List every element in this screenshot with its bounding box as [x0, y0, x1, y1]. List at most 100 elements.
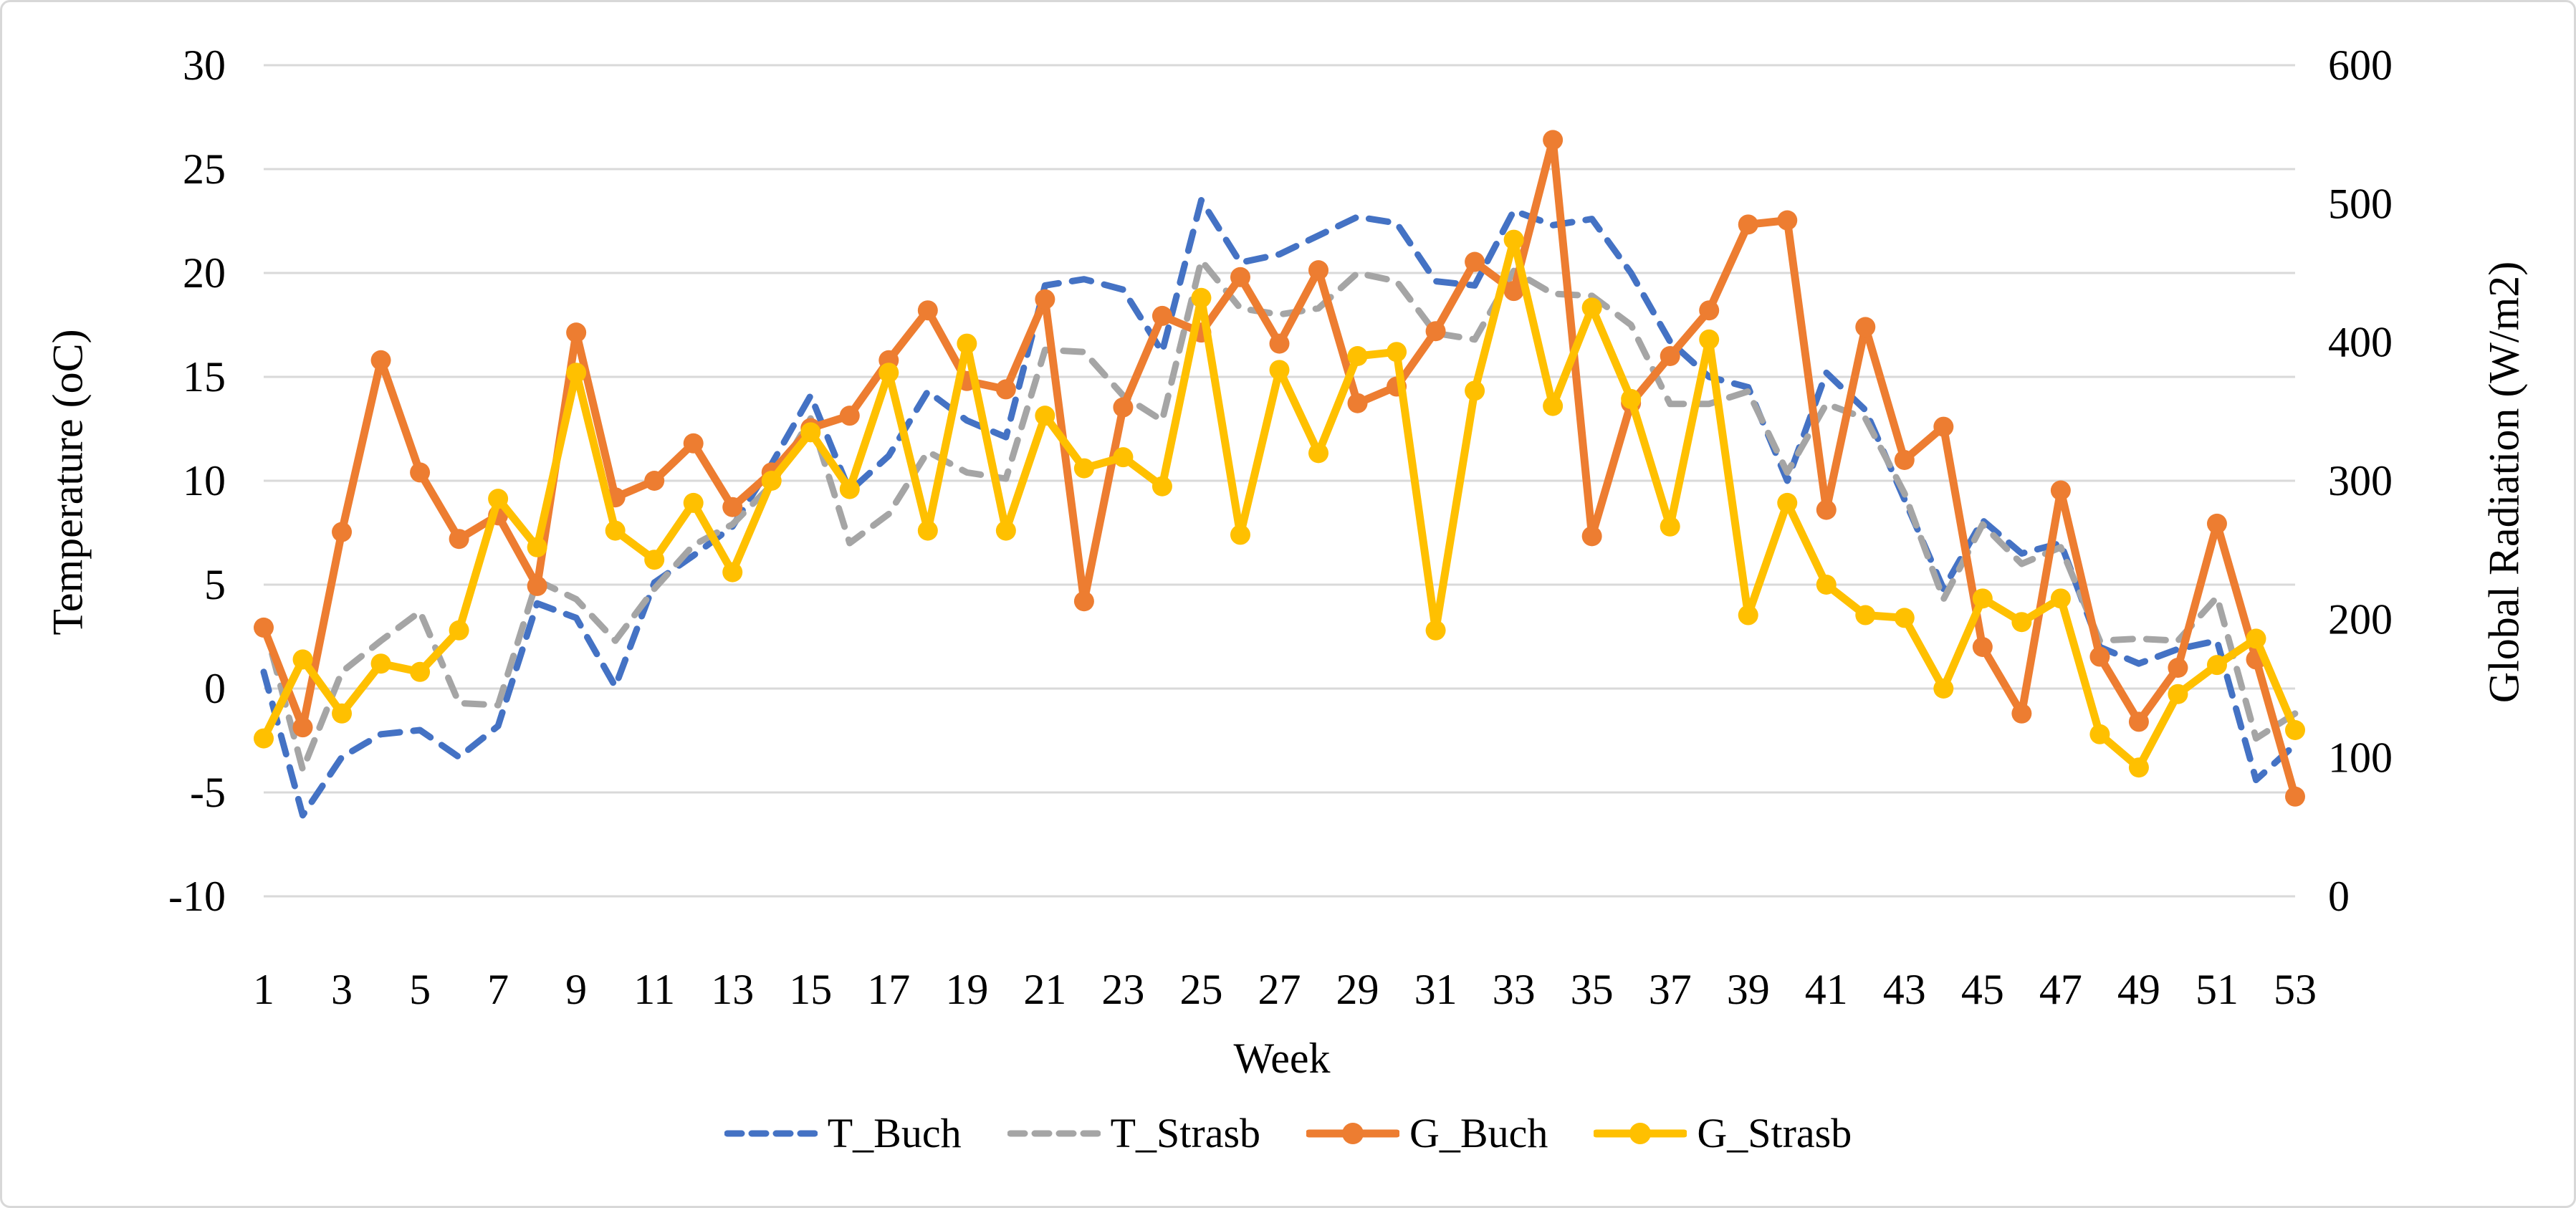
legend-item-T_Buch[interactable]: T_Buch [724, 1109, 962, 1157]
x-axis-tick-label: 49 [2117, 966, 2160, 1013]
series-marker-G_Buch [2168, 658, 2188, 678]
x-axis-tick-label: 5 [409, 966, 431, 1013]
legend-swatch-G_Buch-icon [1306, 1122, 1400, 1144]
right-axis-tick-label: 600 [2328, 42, 2393, 89]
series-marker-G_Buch [1425, 321, 1446, 342]
x-axis-tick-label: 19 [945, 966, 988, 1013]
x-axis-tick-label: 23 [1101, 966, 1144, 1013]
series-marker-G_Strasb [410, 661, 431, 682]
left-axis-tick-label: 10 [183, 457, 226, 504]
series-marker-G_Strasb [1269, 360, 1290, 380]
x-axis-tick-label: 39 [1727, 966, 1770, 1013]
series-marker-G_Buch [449, 529, 469, 550]
series-marker-G_Buch [1269, 333, 1290, 354]
series-marker-G_Strasb [1425, 620, 1446, 641]
series-marker-G_Buch [1503, 281, 1524, 302]
series-marker-G_Buch [410, 462, 431, 483]
x-axis-tick-label: 53 [2274, 966, 2317, 1013]
series-marker-G_Strasb [2050, 588, 2071, 609]
x-axis-tick-label: 21 [1023, 966, 1066, 1013]
left-axis-tick-label: 15 [183, 353, 226, 401]
right-axis-tick-label: 200 [2328, 595, 2393, 643]
series-marker-G_Buch [254, 617, 274, 638]
series-marker-G_Strasb [1972, 588, 1993, 609]
left-axis-tick-label: 20 [183, 249, 226, 297]
series-marker-G_Strasb [566, 363, 587, 383]
legend-swatch-G_Strasb-icon [1594, 1122, 1687, 1144]
series-marker-G_Buch [1113, 397, 1134, 418]
series-marker-G_Buch [2011, 703, 2032, 724]
legend-label: T_Strasb [1110, 1110, 1261, 1156]
series-marker-G_Buch [1465, 251, 1485, 272]
x-axis-tick-label: 27 [1258, 966, 1301, 1013]
series-marker-G_Strasb [1387, 342, 1407, 363]
x-axis-tick-label: 51 [2196, 966, 2239, 1013]
right-axis-tick-label: 100 [2328, 734, 2393, 782]
series-marker-G_Strasb [644, 550, 665, 570]
series-marker-G_Buch [566, 322, 587, 343]
series-line-G_Buch [259, 135, 2299, 801]
series-marker-G_Buch [2128, 711, 2149, 732]
series-marker-G_Buch [2050, 480, 2071, 501]
series-marker-G_Strasb [254, 728, 274, 749]
series-marker-G_Strasb [1660, 516, 1680, 537]
series-marker-G_Strasb [2128, 757, 2149, 778]
series-marker-G_Strasb [332, 703, 353, 724]
series-marker-G_Strasb [1855, 605, 1876, 625]
legend-item-T_Strasb[interactable]: T_Strasb [1007, 1109, 1260, 1157]
x-axis-tick-label: 17 [867, 966, 910, 1013]
series-marker-G_Strasb [683, 492, 704, 513]
left-axis-tick-label: 30 [183, 42, 226, 89]
series-marker-G_Strasb [449, 620, 469, 641]
series-marker-G_Strasb [488, 489, 509, 509]
series-marker-G_Strasb [1816, 575, 1837, 595]
series-marker-G_Strasb [1777, 492, 1798, 513]
right-axis-tick-label: 300 [2328, 457, 2393, 504]
series-marker-G_Strasb [2206, 655, 2227, 676]
series-marker-G_Buch [1073, 591, 1094, 612]
series-marker-G_Strasb [1465, 380, 1485, 401]
legend-label: G_Buch [1409, 1110, 1548, 1156]
legend-swatch-T_Strasb-icon [1007, 1130, 1101, 1136]
right-axis-tick-label: 500 [2328, 180, 2393, 227]
legend-label: T_Buch [827, 1110, 962, 1156]
x-axis-tick-label: 25 [1179, 966, 1222, 1013]
series-marker-G_Strasb [370, 653, 391, 674]
series-marker-G_Buch [1777, 210, 1798, 231]
series-marker-G_Strasb [917, 520, 938, 541]
series-marker-G_Strasb [1347, 346, 1368, 366]
left-axis-tick-label: 25 [183, 145, 226, 193]
series-marker-G_Strasb [761, 471, 782, 491]
left-axis-title: Temperature (oC) [44, 329, 92, 636]
series-marker-G_Buch [2089, 646, 2110, 667]
series-marker-G_Strasb [1933, 679, 1954, 699]
series-marker-G_Buch [1933, 416, 1954, 437]
x-axis-tick-label: 45 [1961, 966, 2004, 1013]
series-line-T_Strasb [260, 257, 2299, 773]
series-marker-G_Strasb [1621, 388, 1642, 409]
legend-item-G_Buch[interactable]: G_Buch [1306, 1109, 1548, 1157]
x-axis-tick-label: 15 [789, 966, 832, 1013]
series-marker-G_Strasb [1073, 458, 1094, 479]
series-marker-G_Buch [644, 471, 665, 491]
series-marker-G_Strasb [2168, 684, 2188, 704]
right-axis-tick-label: 400 [2328, 319, 2393, 366]
series-marker-G_Buch [292, 717, 313, 738]
series-marker-G_Buch [1151, 305, 1172, 326]
series-marker-G_Strasb [2285, 720, 2305, 740]
series-marker-G_Strasb [1699, 329, 1720, 350]
x-axis-tick-label: 41 [1805, 966, 1848, 1013]
series-marker-G_Buch [2206, 513, 2227, 534]
x-axis-tick-label: 11 [633, 966, 675, 1013]
x-axis-tick-label: 7 [487, 966, 509, 1013]
series-marker-G_Strasb [605, 520, 626, 541]
left-axis-tick-label: 0 [204, 665, 226, 712]
series-marker-G_Buch [917, 300, 938, 321]
series-marker-G_Strasb [800, 422, 821, 443]
series-marker-G_Buch [1581, 526, 1602, 547]
right-axis-tick-label: 0 [2328, 873, 2350, 920]
series-marker-G_Strasb [1543, 396, 1564, 416]
legend-item-G_Strasb[interactable]: G_Strasb [1594, 1109, 1852, 1157]
